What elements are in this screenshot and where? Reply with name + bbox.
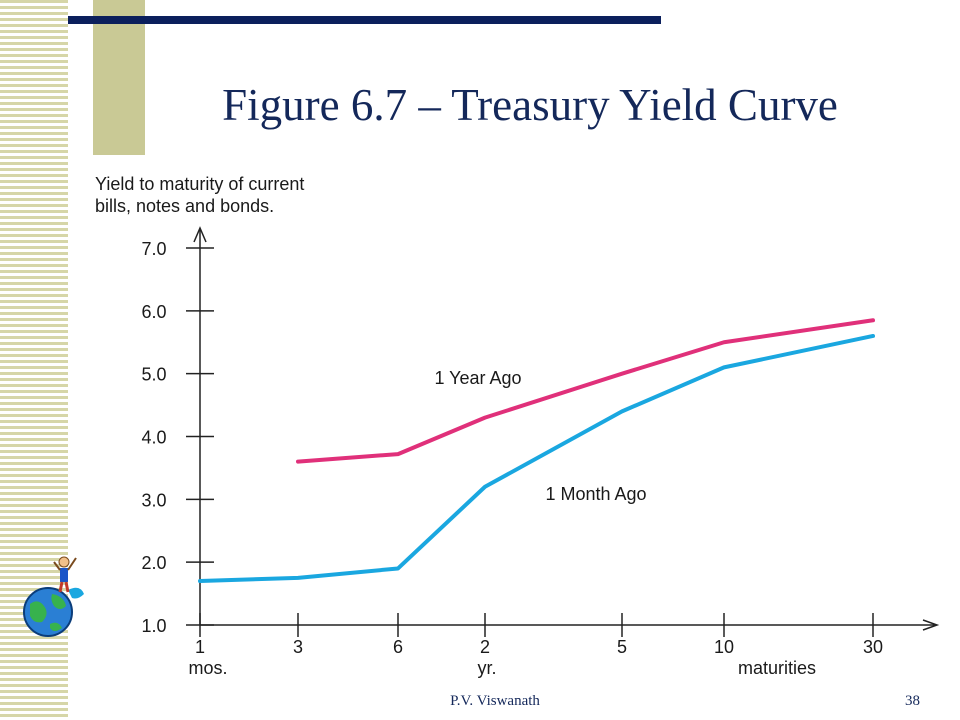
y-tick-label: 6.0 [141,302,166,322]
globe-with-figure-icon [23,556,84,637]
x-tick-label: 5 [617,637,627,657]
series-line-1-month-ago [198,333,875,584]
x-tick-label: 3 [293,637,303,657]
page-number: 38 [905,693,920,709]
series-line-1-year-ago [296,318,875,464]
y-tick-label: 5.0 [141,365,166,385]
y-tick-label: 3.0 [141,490,166,510]
series-label-1-year-ago: 1 Year Ago [434,368,521,388]
x-tick-label: 10 [714,637,734,657]
x-tick-label: 1 [195,637,205,657]
y-axis-arrow [193,226,207,243]
y-tick-label: 7.0 [141,239,166,259]
x-tick-label: 2 [480,637,490,657]
slide-title: Figure 6.7 – Treasury Yield Curve [222,80,838,130]
olive-accent-block [93,0,145,155]
footer-author: P.V. Viswanath [450,693,540,709]
x-axis-label: maturities [738,658,816,678]
y-tick-label: 2.0 [141,553,166,573]
x-unit-label: mos. [188,658,227,678]
x-tick-label: 6 [393,637,403,657]
x-tick-label: 30 [863,637,883,657]
top-accent-bar [68,16,661,24]
x-axis-arrow [922,619,940,631]
y-tick-label: 1.0 [141,616,166,636]
series-label-1-month-ago: 1 Month Ago [545,484,646,504]
y-tick-label: 4.0 [141,428,166,448]
y-axis-label: Yield to maturity of current bills, note… [95,174,305,216]
x-unit-label: yr. [477,658,496,678]
